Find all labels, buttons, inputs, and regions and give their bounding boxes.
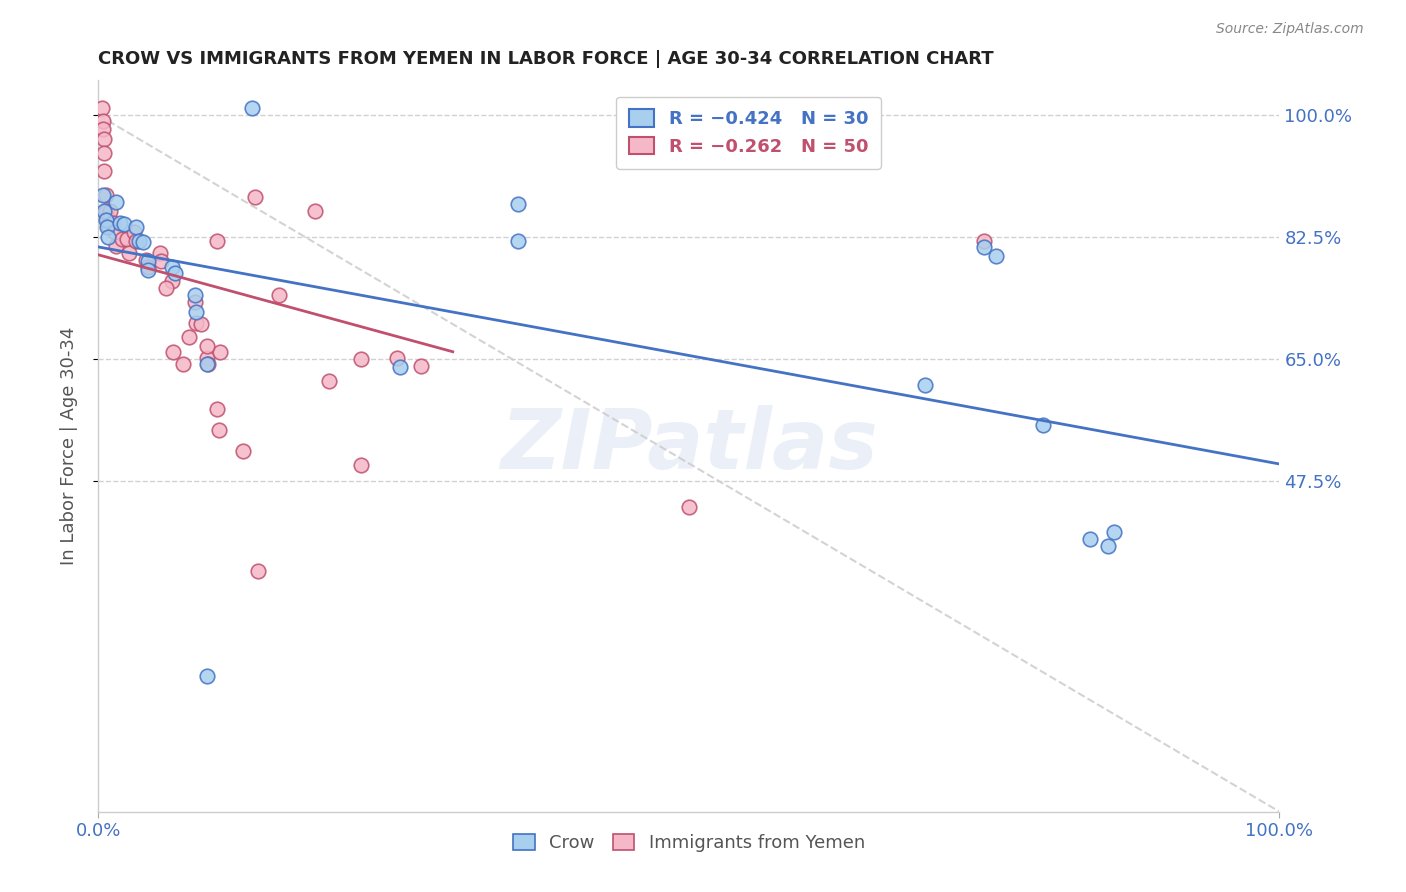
Point xyxy=(136,262,159,277)
Point xyxy=(135,252,157,267)
Point xyxy=(1097,539,1119,553)
Point xyxy=(318,374,340,388)
Text: ZIPatlas: ZIPatlas xyxy=(501,406,877,486)
Point xyxy=(160,260,183,274)
Point xyxy=(678,500,700,514)
Point xyxy=(101,216,124,230)
Point xyxy=(349,351,371,366)
Point xyxy=(973,240,995,254)
Point xyxy=(136,260,159,274)
Point xyxy=(388,360,411,375)
Point xyxy=(1102,524,1125,539)
Point xyxy=(136,254,159,268)
Point xyxy=(165,266,187,280)
Point xyxy=(91,188,114,202)
Point xyxy=(118,246,141,260)
Point xyxy=(122,225,145,239)
Point xyxy=(179,329,201,343)
Text: Source: ZipAtlas.com: Source: ZipAtlas.com xyxy=(1216,22,1364,37)
Point xyxy=(349,458,371,472)
Point xyxy=(104,225,127,239)
Point xyxy=(269,288,291,302)
Point xyxy=(91,101,114,115)
Text: CROW VS IMMIGRANTS FROM YEMEN IN LABOR FORCE | AGE 30-34 CORRELATION CHART: CROW VS IMMIGRANTS FROM YEMEN IN LABOR F… xyxy=(98,50,994,68)
Point xyxy=(125,219,148,234)
Y-axis label: In Labor Force | Age 30-34: In Labor Force | Age 30-34 xyxy=(59,326,77,566)
Point xyxy=(304,204,326,219)
Point xyxy=(231,443,253,458)
Point xyxy=(128,234,150,248)
Point xyxy=(1080,532,1102,546)
Point xyxy=(162,345,184,359)
Point xyxy=(108,216,131,230)
Point xyxy=(409,359,432,373)
Point xyxy=(205,402,228,417)
Point xyxy=(195,351,218,365)
Point xyxy=(186,304,208,318)
Point xyxy=(96,219,118,234)
Point xyxy=(96,211,118,226)
Point xyxy=(506,197,529,211)
Point xyxy=(91,122,114,136)
Point xyxy=(1032,418,1054,433)
Point xyxy=(93,146,115,161)
Legend: Crow, Immigrants from Yemen: Crow, Immigrants from Yemen xyxy=(503,825,875,861)
Point xyxy=(93,132,115,146)
Point xyxy=(240,101,263,115)
Point xyxy=(186,316,208,330)
Point xyxy=(150,254,173,268)
Point xyxy=(98,204,121,219)
Point xyxy=(195,358,218,372)
Point xyxy=(112,218,135,232)
Point xyxy=(149,246,172,260)
Point xyxy=(190,317,212,331)
Point xyxy=(93,204,115,219)
Point xyxy=(195,339,218,353)
Point xyxy=(105,195,128,210)
Point xyxy=(184,288,207,302)
Point xyxy=(94,188,117,202)
Point xyxy=(973,234,995,248)
Point xyxy=(205,234,228,248)
Point xyxy=(195,669,218,683)
Point xyxy=(97,230,120,244)
Point xyxy=(197,358,219,372)
Point xyxy=(387,351,409,365)
Point xyxy=(91,113,114,128)
Point xyxy=(984,249,1007,263)
Point xyxy=(506,234,529,248)
Point xyxy=(94,212,117,227)
Point xyxy=(132,235,155,249)
Point xyxy=(97,218,120,232)
Point xyxy=(125,234,148,248)
Point xyxy=(208,423,231,437)
Point xyxy=(115,232,138,246)
Point xyxy=(105,239,128,253)
Point xyxy=(184,294,207,309)
Point xyxy=(111,232,134,246)
Point xyxy=(172,358,194,372)
Point xyxy=(93,164,115,178)
Point xyxy=(209,345,232,359)
Point xyxy=(155,281,177,295)
Point xyxy=(245,190,267,204)
Point xyxy=(246,565,269,579)
Point xyxy=(914,378,936,392)
Point xyxy=(94,204,117,219)
Point xyxy=(160,274,183,288)
